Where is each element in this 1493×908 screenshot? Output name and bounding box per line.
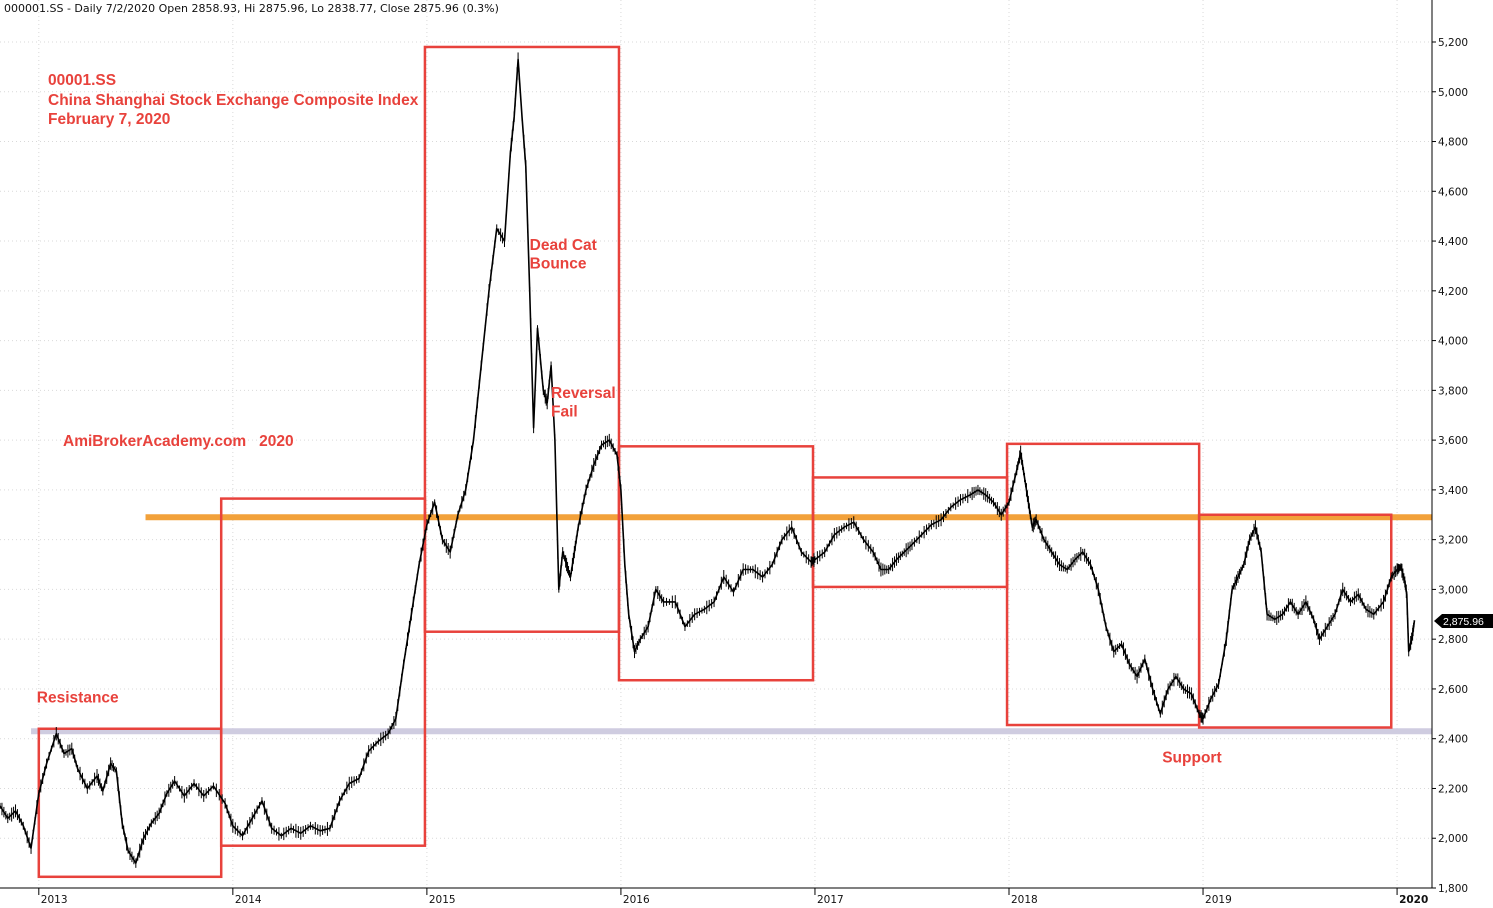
annotation-label: Support [1162, 749, 1221, 766]
y-tick-label: 4,400 [1438, 236, 1468, 248]
y-tick-label: 5,200 [1438, 37, 1468, 49]
annotation-label: Bounce [530, 255, 587, 272]
annotation-label: Resistance [37, 690, 119, 707]
watermark-label: AmiBrokerAcademy.com 2020 [63, 433, 294, 450]
y-tick-label: 2,400 [1438, 734, 1468, 746]
annotation-label: Fail [551, 403, 578, 420]
range-box [219, 497, 427, 847]
annotation-label: Reversal [551, 385, 616, 402]
chart-title: 00001.SS [48, 72, 116, 89]
y-tick-label: 3,800 [1438, 385, 1468, 397]
chart-subtitle: China Shanghai Stock Exchange Composite … [48, 92, 419, 109]
y-tick-label: 1,800 [1438, 883, 1468, 895]
y-tick-label: 4,800 [1438, 137, 1468, 149]
range-box [1197, 513, 1393, 729]
price-tag: 2,875.96 [1434, 614, 1493, 628]
gridlines [0, 0, 1432, 889]
x-tick-label: 2018 [1011, 894, 1038, 906]
x-tick-label: 2017 [817, 894, 844, 906]
y-tick-label: 3,400 [1438, 485, 1468, 497]
y-tick-label: 3,600 [1438, 435, 1468, 447]
chart-header: 000001.SS - Daily 7/2/2020 Open 2858.93,… [4, 2, 499, 15]
y-tick-label: 2,200 [1438, 783, 1468, 795]
y-tick-label: 3,200 [1438, 535, 1468, 547]
y-tick-label: 5,000 [1438, 87, 1468, 99]
annotation-label: Dead Cat [530, 237, 597, 254]
y-tick-label: 4,000 [1438, 336, 1468, 348]
price-tag-background [1434, 614, 1493, 628]
y-tick-label: 4,200 [1438, 286, 1468, 298]
y-tick-label: 4,600 [1438, 186, 1468, 198]
x-tick-label: 2015 [429, 894, 456, 906]
x-tick-label: 2019 [1205, 894, 1232, 906]
y-tick-label: 2,000 [1438, 833, 1468, 845]
price-series [0, 52, 1416, 868]
x-tick-label: 2014 [235, 894, 262, 906]
chart-date-label: February 7, 2020 [48, 111, 170, 128]
y-tick-label: 2,800 [1438, 634, 1468, 646]
x-tick-label: 2020 [1399, 894, 1428, 906]
y-tick-label: 2,600 [1438, 684, 1468, 696]
x-tick-label: 2016 [623, 894, 650, 906]
range-box [423, 45, 621, 633]
price-tag-label: 2,875.96 [1443, 616, 1484, 628]
y-tick-label: 3,000 [1438, 584, 1468, 596]
x-tick-label: 2013 [41, 894, 68, 906]
